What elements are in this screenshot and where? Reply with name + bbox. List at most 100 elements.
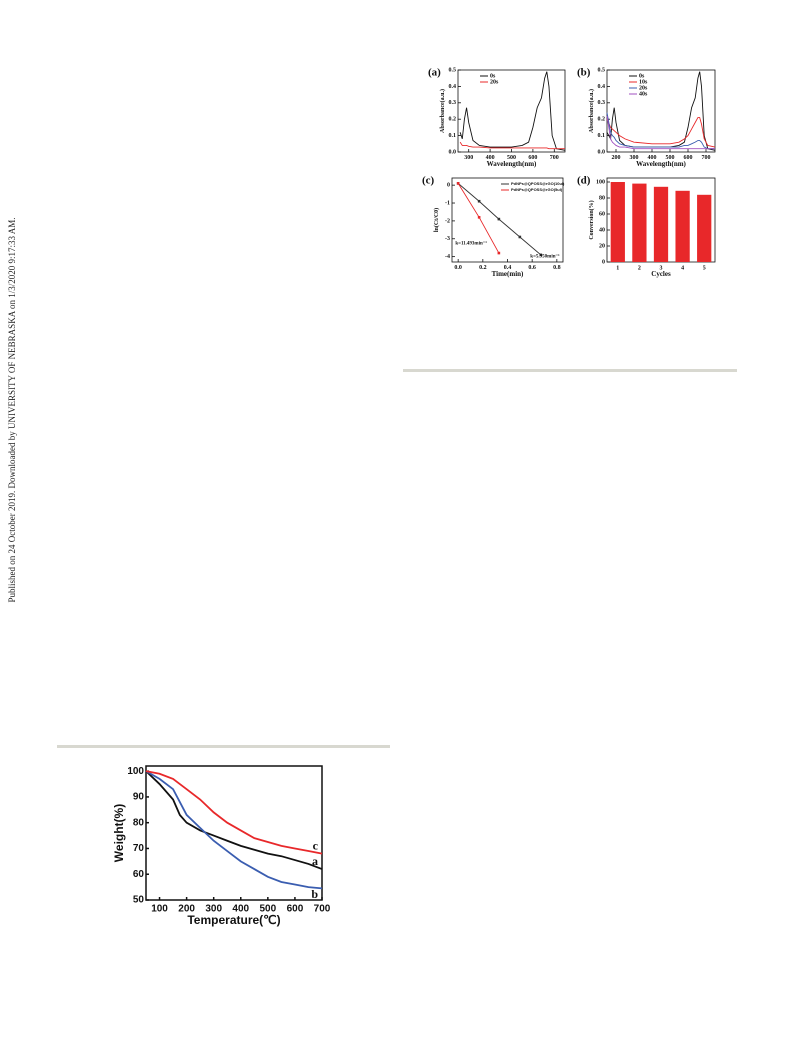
x-tick-label: 1 bbox=[616, 265, 619, 271]
legend-label: 0s bbox=[639, 73, 645, 79]
legend-label: 0s bbox=[490, 73, 496, 79]
x-tick-label: 200 bbox=[178, 904, 195, 915]
annotation: k=5.950min⁻¹ bbox=[530, 253, 560, 259]
panel-label: (c) bbox=[422, 175, 435, 187]
bar bbox=[697, 194, 712, 262]
series-line bbox=[606, 117, 716, 148]
y-tick-label: 0 bbox=[602, 259, 605, 265]
y-tick-label: 0.3 bbox=[449, 100, 457, 106]
panel-label: (b) bbox=[577, 67, 591, 79]
y-tick-label: 0.2 bbox=[449, 117, 457, 123]
y-tick-label: 0.0 bbox=[598, 149, 606, 155]
y-tick-label: 20 bbox=[599, 243, 605, 249]
y-tick-label: 70 bbox=[133, 843, 145, 854]
legend-label: PdNPs@QPOSS@rGO(10ul) bbox=[511, 181, 565, 186]
point bbox=[518, 235, 522, 239]
y-tick-label: 0.5 bbox=[449, 67, 457, 73]
x-tick-label: 3 bbox=[660, 265, 663, 271]
plot-frame bbox=[606, 69, 716, 153]
legend-label: 10s bbox=[639, 79, 648, 85]
y-tick-label: 0.0 bbox=[449, 149, 457, 155]
point bbox=[456, 182, 460, 185]
series-line bbox=[145, 770, 323, 890]
y-axis-label: Absorbance(a.u.) bbox=[439, 89, 446, 133]
y-tick-label: 0 bbox=[447, 183, 450, 189]
legend-label: 40s bbox=[639, 91, 648, 97]
y-axis-label: Conversion(%) bbox=[588, 200, 595, 239]
legend-label: 20s bbox=[639, 85, 648, 91]
y-tick-label: -2 bbox=[445, 218, 450, 224]
x-axis-label: Wavelength(nm) bbox=[636, 160, 686, 168]
panel-label: (d) bbox=[577, 175, 591, 187]
x-tick-label: 4 bbox=[681, 265, 684, 271]
x-tick-label: 2 bbox=[638, 265, 641, 271]
series-line bbox=[459, 71, 566, 151]
series-label: a bbox=[312, 854, 318, 868]
x-tick-label: 300 bbox=[630, 155, 639, 161]
y-tick-label: 0.2 bbox=[598, 117, 606, 123]
x-tick-label: 0.0 bbox=[454, 265, 462, 271]
y-tick-label: 50 bbox=[133, 895, 145, 906]
y-tick-label: 0.1 bbox=[598, 133, 606, 139]
y-tick-label: -1 bbox=[445, 200, 450, 206]
x-tick-label: 600 bbox=[528, 155, 537, 161]
rule bbox=[403, 369, 737, 372]
y-tick-label: 60 bbox=[133, 869, 145, 880]
rule bbox=[57, 745, 390, 748]
x-axis-label: Cycles bbox=[651, 270, 671, 278]
x-tick-label: 0.6 bbox=[528, 265, 536, 271]
bar bbox=[632, 183, 647, 262]
x-tick-label: 200 bbox=[612, 155, 621, 161]
x-tick-label: 500 bbox=[507, 155, 516, 161]
plot-frame bbox=[457, 69, 566, 153]
point bbox=[477, 199, 481, 203]
series-label: c bbox=[313, 838, 319, 852]
x-tick-label: 400 bbox=[232, 904, 249, 915]
bar bbox=[675, 190, 690, 262]
x-axis-label: Temperature(℃) bbox=[187, 913, 280, 927]
x-tick-label: 400 bbox=[648, 155, 657, 161]
y-axis-label: Weight(%) bbox=[112, 804, 126, 862]
x-tick-label: 300 bbox=[464, 155, 473, 161]
x-tick-label: 500 bbox=[260, 904, 277, 915]
x-tick-label: 100 bbox=[151, 904, 168, 915]
x-tick-label: 600 bbox=[287, 904, 304, 915]
x-tick-label: 0.8 bbox=[553, 265, 561, 271]
bar bbox=[653, 186, 669, 262]
y-tick-label: 100 bbox=[127, 766, 144, 777]
legend-label: PdNPs@QPOSS@rGO(5ul) bbox=[511, 187, 563, 192]
bar bbox=[610, 182, 625, 262]
x-tick-label: 300 bbox=[205, 904, 222, 915]
series-line bbox=[145, 770, 323, 870]
y-axis-label: ln(Ct/C0) bbox=[433, 208, 440, 232]
series-label: b bbox=[311, 887, 318, 901]
y-axis-label: Absorbance(a.u.) bbox=[588, 89, 595, 133]
series-line bbox=[606, 71, 716, 151]
y-tick-label: 0.5 bbox=[598, 67, 606, 73]
legend-label: 20s bbox=[490, 79, 499, 85]
y-tick-label: -4 bbox=[445, 254, 450, 260]
y-tick-label: 0.4 bbox=[598, 84, 606, 90]
point bbox=[477, 216, 481, 219]
series-line bbox=[606, 115, 715, 150]
y-tick-label: 40 bbox=[599, 227, 605, 233]
series-line bbox=[606, 112, 715, 150]
x-tick-label: 600 bbox=[684, 155, 693, 161]
x-tick-label: 400 bbox=[486, 155, 495, 161]
y-tick-label: 0.3 bbox=[598, 100, 606, 106]
series-line bbox=[459, 141, 565, 150]
point bbox=[497, 251, 501, 255]
x-tick-label: 0.2 bbox=[479, 265, 487, 271]
annotation: k=11.493min⁻¹ bbox=[455, 241, 487, 247]
x-tick-label: 500 bbox=[666, 155, 675, 161]
y-tick-label: 80 bbox=[599, 195, 605, 201]
x-axis-label: Wavelength(nm) bbox=[487, 160, 537, 168]
y-tick-label: 90 bbox=[133, 792, 145, 803]
y-tick-label: 100 bbox=[596, 179, 605, 185]
plot-frame bbox=[145, 765, 323, 901]
panel-label: (a) bbox=[428, 67, 441, 79]
point bbox=[539, 253, 543, 257]
y-tick-label: 0.1 bbox=[449, 133, 457, 139]
